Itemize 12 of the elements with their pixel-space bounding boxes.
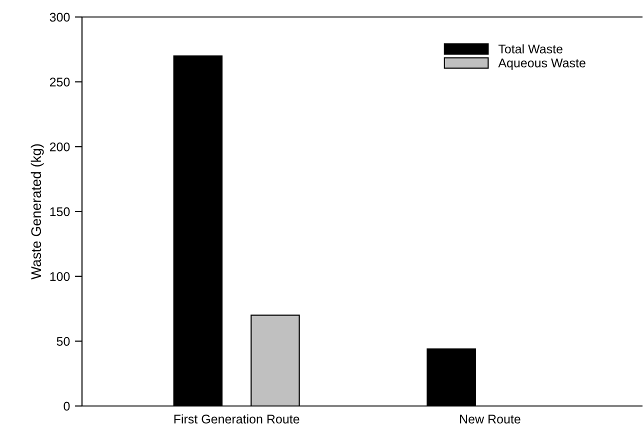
legend-label: Aqueous Waste	[498, 58, 586, 70]
x-tick-label: First Generation Route	[174, 414, 300, 424]
y-tick-label: 50	[56, 336, 70, 346]
y-tick-label: 150	[50, 207, 70, 216]
y-tick-label: 300	[50, 12, 70, 22]
y-tick-label: 200	[50, 142, 70, 152]
y-axis-title: Waste Generated (kg)	[30, 144, 44, 280]
y-tick-label: 250	[50, 78, 70, 86]
x-tick-label: New Route	[460, 414, 520, 424]
y-tick-label: 100	[50, 272, 70, 281]
legend-label: Total Waste	[498, 44, 562, 54]
y-tick-label: 0	[64, 402, 70, 411]
